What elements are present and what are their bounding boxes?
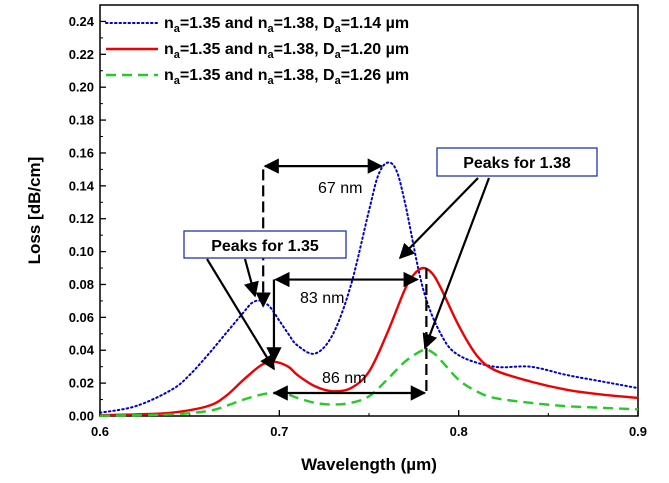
legend-subscript: a (268, 23, 275, 35)
box-peaks-135 (183, 230, 347, 259)
legend-text-part: =1.14 µm (341, 15, 409, 32)
y-tick-label: 0.16 (69, 145, 94, 160)
y-tick-label: 0.08 (69, 277, 94, 292)
legend-subscript: a (335, 23, 342, 35)
legend-subscript: a (268, 49, 275, 61)
y-tick-label: 0.20 (69, 80, 94, 95)
legend-entry-1: na=1.35 and na=1.38, Da=1.14 µm (164, 15, 409, 35)
plot-area: 0.00 0.02 0.04 0.06 0.08 0.10 0.12 0.14 0.16 0.18… (69, 4, 647, 439)
x-tick-label: 0.8 (450, 424, 468, 439)
annotation-group: 67 nm 83 nm 86 nm Peaks for 1.35 Peaks for 1… (183, 147, 598, 401)
y-tick-label: 0.12 (69, 211, 94, 226)
dim-label-83: 83 nm (300, 290, 344, 307)
legend-text-part: =1.35 and n (180, 67, 268, 84)
legend-subscript: a (268, 75, 275, 87)
box-peaks-138 (436, 147, 598, 177)
x-tick-label: 0.7 (270, 424, 288, 439)
pointer-138-a (398, 177, 479, 260)
x-tick-label: 0.9 (629, 424, 647, 439)
box-label-135: Peaks for 1.35 (211, 238, 319, 255)
y-tick-label: 0.10 (69, 244, 94, 259)
legend-subscript: a (174, 75, 181, 87)
y-tick-label: 0.02 (69, 376, 94, 391)
legend-entry-2: na=1.35 and na=1.38, Da=1.20 µm (164, 41, 409, 61)
legend-text-part: =1.38, D (274, 67, 335, 84)
x-tick-label: 0.6 (91, 424, 109, 439)
legend-subscript: a (174, 49, 181, 61)
y-axis-title: Loss [dB/cm] (25, 157, 44, 265)
y-axis: 0.00 0.02 0.04 0.06 0.08 0.10 0.12 0.14 0.16 0.18… (69, 14, 106, 424)
legend-text-part: =1.26 µm (341, 67, 409, 84)
dim-label-86: 86 nm (322, 370, 366, 387)
series-line-2 (99, 266, 639, 417)
legend-entry-3: na=1.35 and na=1.38, Da=1.26 µm (164, 67, 409, 87)
legend-text-part: =1.38, D (274, 41, 335, 58)
series-group (99, 161, 639, 417)
y-tick-label: 0.18 (69, 113, 94, 128)
legend-text-part: =1.20 µm (341, 41, 409, 58)
y-tick-label: 0.24 (69, 14, 95, 29)
legend-text-part: =1.35 and n (180, 41, 268, 58)
legend-text-part: n (164, 41, 174, 58)
box-label-138: Peaks for 1.38 (463, 155, 571, 172)
x-axis: 0.6 0.7 0.8 0.9 (91, 410, 647, 439)
dim-label-67: 67 nm (318, 180, 362, 197)
pointer-138-b (422, 177, 491, 350)
y-tick-label: 0.14 (69, 178, 95, 193)
legend-text-part: n (164, 15, 174, 32)
legend-text-part: n (164, 67, 174, 84)
legend-text-part: =1.38, D (274, 15, 335, 32)
pointer-135-a (206, 258, 275, 371)
x-axis-title: Wavelength (µm) (301, 455, 437, 474)
legend-text-part: =1.35 and n (180, 15, 268, 32)
legend-subscript: a (335, 75, 342, 87)
y-tick-label: 0.04 (69, 343, 95, 358)
y-tick-label: 0.22 (69, 47, 94, 62)
y-tick-label: 0.00 (69, 409, 94, 424)
y-tick-label: 0.06 (69, 310, 94, 325)
legend-subscript: a (174, 23, 181, 35)
pointer-135-b (243, 258, 259, 298)
legend-subscript: a (335, 49, 342, 61)
series-line-1 (99, 161, 639, 414)
